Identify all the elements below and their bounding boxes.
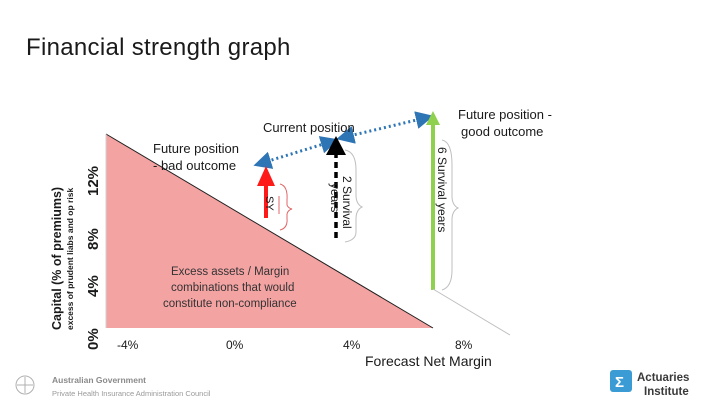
two-survival-label-line2: years	[328, 183, 342, 212]
excess-note-line3: constitute non-compliance	[163, 298, 297, 310]
good-outcome-label-line1: Future position -	[458, 107, 552, 122]
slide-title: Financial strength graph	[26, 34, 291, 61]
small-survival-brace	[279, 183, 293, 231]
region-diagonal-edge	[105, 133, 434, 329]
current-position-arrowhead	[326, 136, 346, 155]
svg-text:Σ: Σ	[615, 374, 624, 391]
bad-outcome-label-line2: - bad outcome	[153, 158, 236, 173]
brand-line1: Actuaries	[637, 372, 689, 384]
six-survival-label: 6 Survival years	[435, 147, 449, 232]
gov-name: Australian Government	[52, 375, 146, 385]
x-tick-label: 8%	[455, 338, 473, 352]
x-tick-label: -4%	[117, 338, 139, 352]
horizontal-baseline-brace	[432, 288, 511, 336]
excess-note-line2: combinations that would	[171, 282, 294, 294]
australian-government-crest-icon	[15, 375, 35, 395]
y-tick-label: 8%	[85, 228, 102, 250]
y-axis-sublabel: excess of prudent liabs and op risk	[65, 188, 75, 330]
dotted-link-current-to-good	[336, 111, 434, 144]
two-survival-brace	[344, 149, 364, 243]
brand-line2: Institute	[644, 386, 689, 398]
x-tick-label: 0%	[226, 338, 244, 352]
x-axis-label: Forecast Net Margin	[365, 353, 492, 369]
dotted-link-bad-to-current	[253, 136, 339, 169]
actuaries-institute-logo-icon: Σ	[610, 370, 632, 392]
gov-agency: Private Health Insurance Administration …	[52, 389, 211, 398]
good-outcome-arrowhead	[426, 111, 440, 125]
sy-label: SY	[263, 196, 275, 211]
good-outcome-label-line2: good outcome	[461, 124, 543, 139]
excess-note-line1: Excess assets / Margin	[171, 266, 289, 278]
y-tick-label: 4%	[85, 275, 102, 297]
y-tick-label: 0%	[85, 328, 102, 350]
bad-outcome-arrowhead	[257, 166, 275, 186]
y-tick-label: 12%	[85, 166, 102, 196]
current-position-label: Current position	[263, 120, 355, 135]
x-tick-label: 4%	[343, 338, 361, 352]
six-survival-brace	[441, 139, 460, 291]
y-axis-label: Capital (% of premiums)	[50, 187, 64, 330]
two-survival-label-line1: 2 Survival	[340, 176, 354, 229]
bad-outcome-label-line1: Future position	[153, 141, 239, 156]
